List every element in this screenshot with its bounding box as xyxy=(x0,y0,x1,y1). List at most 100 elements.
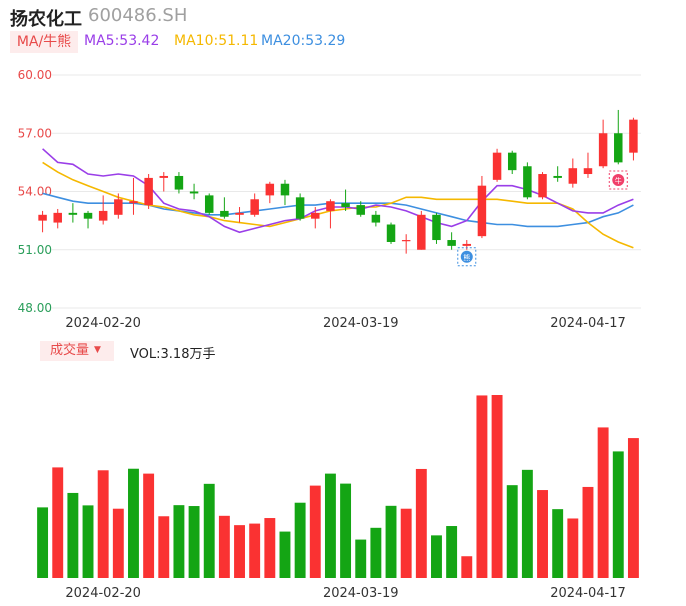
bull-marker-icon xyxy=(612,173,625,186)
ma5-line xyxy=(42,148,634,234)
bear-marker-frame xyxy=(457,247,477,267)
volume-bar xyxy=(340,483,352,578)
y-tick-label: 51.00 xyxy=(18,243,52,257)
volume-indicator-button[interactable]: 成交量 ▼ xyxy=(40,341,114,361)
candle-body xyxy=(386,224,396,242)
x-tick-label: 2024-02-20 xyxy=(65,316,141,331)
y-tick-label: 48.00 xyxy=(18,301,52,315)
candle-body xyxy=(326,201,335,211)
candle-body xyxy=(235,212,244,215)
volume-bar xyxy=(37,507,49,578)
volume-bar xyxy=(143,473,155,578)
volume-bar xyxy=(567,518,579,578)
dropdown-arrow-icon: ▼ xyxy=(94,345,101,355)
volume-bar xyxy=(431,535,442,578)
volume-bar xyxy=(279,531,291,578)
volume-bar xyxy=(476,395,488,578)
candle-body xyxy=(523,166,532,198)
candle-body xyxy=(114,199,123,215)
volume-button-label: 成交量 xyxy=(50,343,90,358)
volume-bar xyxy=(324,473,336,578)
x-tick-label: 2024-04-17 xyxy=(550,316,626,331)
candle-body xyxy=(492,152,502,180)
volume-bar xyxy=(234,525,245,578)
candle-body xyxy=(250,199,259,215)
ma10-line xyxy=(42,161,634,249)
candle-body xyxy=(629,119,638,153)
volume-bar xyxy=(537,490,548,578)
volume-bar xyxy=(188,506,200,578)
x-tick-label: 2024-03-19 xyxy=(323,316,399,331)
candle-body xyxy=(129,201,138,204)
candle-body xyxy=(98,210,108,221)
candle-body xyxy=(311,212,320,219)
volume-bar xyxy=(627,438,639,578)
marker-label: 熊 xyxy=(463,253,470,262)
candle-body xyxy=(174,175,184,190)
candle-body xyxy=(432,214,441,241)
candle-body xyxy=(68,212,78,215)
x-tick-label: 2024-02-20 xyxy=(65,586,141,601)
volume-bar xyxy=(370,527,382,578)
candle-body xyxy=(583,168,593,175)
candle-body xyxy=(356,205,365,215)
volume-bar xyxy=(491,395,503,578)
candle-body xyxy=(295,197,305,219)
candle-body xyxy=(204,195,214,213)
candle-body xyxy=(447,240,456,246)
candle-body xyxy=(371,214,381,223)
candle-body xyxy=(507,152,517,171)
candle-body xyxy=(598,133,608,167)
volume-bar xyxy=(112,508,124,578)
volume-bar xyxy=(521,469,533,578)
y-tick-label: 60.00 xyxy=(18,68,52,82)
volume-bar xyxy=(264,518,276,578)
volume-bar xyxy=(309,485,321,578)
candle-body xyxy=(417,214,426,250)
candle-body xyxy=(220,210,229,217)
ma5-legend: MA5:53.42 xyxy=(84,33,160,49)
volume-bar xyxy=(415,468,427,578)
y-tick-label: 54.00 xyxy=(18,185,52,199)
stock-name: 扬农化工 xyxy=(10,9,82,30)
x-tick-label: 2024-04-17 xyxy=(550,586,626,601)
volume-bar xyxy=(67,492,79,578)
volume-value: VOL:3.18万手 xyxy=(130,347,216,362)
volume-bar xyxy=(355,539,367,578)
candle-body xyxy=(462,243,472,246)
candle-body xyxy=(553,175,562,178)
volume-bar xyxy=(597,427,609,578)
volume-bar xyxy=(158,516,170,578)
volume-bar xyxy=(446,526,458,578)
candle-body xyxy=(265,183,275,196)
bear-marker-icon xyxy=(460,250,473,263)
volume-bar xyxy=(128,468,139,578)
volume-bar xyxy=(552,509,564,578)
y-tick-label: 57.00 xyxy=(18,126,52,140)
volume-bar xyxy=(97,470,109,578)
volume-bar xyxy=(218,515,230,578)
bull-marker-frame xyxy=(608,170,628,190)
candle-body xyxy=(614,133,623,163)
candle-body xyxy=(280,183,290,196)
volume-bar xyxy=(249,523,261,578)
candle-body xyxy=(568,168,578,184)
volume-bar xyxy=(612,451,624,578)
x-tick-label: 2024-03-19 xyxy=(323,586,399,601)
volume-bar xyxy=(173,505,185,578)
volume-bar xyxy=(385,505,397,578)
stock-code: 600486.SH xyxy=(88,5,188,26)
volume-bar xyxy=(52,467,64,578)
candle-body xyxy=(144,177,153,206)
volume-bar xyxy=(400,508,412,578)
marker-label: 牛 xyxy=(615,176,622,185)
ma-indicator-button[interactable]: MA/牛熊 xyxy=(10,31,78,53)
volume-bar xyxy=(506,485,518,578)
candle-body xyxy=(189,191,199,194)
candle-body xyxy=(538,174,547,198)
candle-body xyxy=(38,214,47,221)
volume-bar xyxy=(82,505,94,578)
ma10-legend: MA10:51.11 xyxy=(174,33,259,49)
volume-bar xyxy=(461,556,473,578)
